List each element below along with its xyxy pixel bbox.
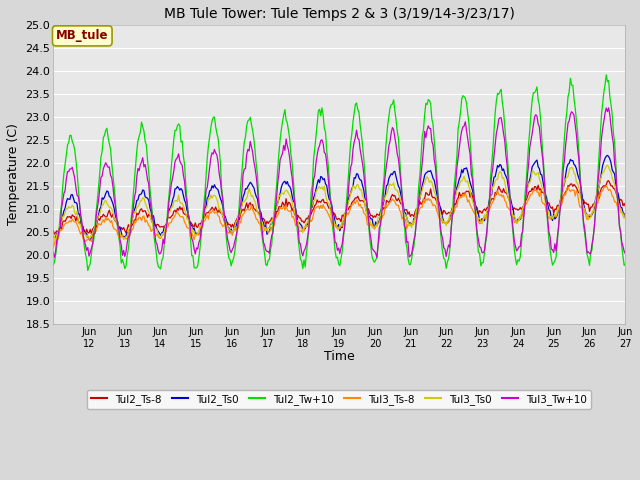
Tul2_Tw+10 bbox=[602, 72, 610, 78]
Tul3_Ts-8 bbox=[291, 217, 298, 223]
Tul2_Tw+10 bbox=[371, 259, 378, 265]
Tul2_Ts0 bbox=[398, 196, 406, 202]
Tul2_Ts-8 bbox=[605, 178, 612, 184]
Tul2_Tw+10 bbox=[621, 261, 629, 267]
Tul3_Ts-8 bbox=[397, 209, 404, 215]
Tul2_Ts-8 bbox=[471, 205, 479, 211]
Tul3_Tw+10 bbox=[621, 251, 629, 257]
Tul3_Tw+10 bbox=[398, 192, 406, 198]
Y-axis label: Temperature (C): Temperature (C) bbox=[7, 123, 20, 226]
Tul2_Tw+10 bbox=[228, 258, 236, 264]
Title: MB Tule Tower: Tule Temps 2 & 3 (3/19/14-3/23/17): MB Tule Tower: Tule Temps 2 & 3 (3/19/14… bbox=[164, 7, 515, 21]
Line: Tul3_Tw+10: Tul3_Tw+10 bbox=[53, 108, 625, 257]
Tul3_Tw+10 bbox=[227, 250, 235, 255]
Tul3_Ts0 bbox=[570, 170, 578, 176]
Tul3_Ts0 bbox=[621, 214, 629, 219]
Tul3_Ts-8 bbox=[227, 229, 235, 235]
Tul3_Ts-8 bbox=[369, 223, 377, 229]
Tul2_Ts-8 bbox=[621, 204, 629, 209]
Tul2_Ts0 bbox=[49, 234, 57, 240]
Tul3_Tw+10 bbox=[369, 247, 377, 253]
Tul3_Ts0 bbox=[471, 202, 479, 208]
Tul2_Ts0 bbox=[371, 226, 378, 231]
Line: Tul3_Ts0: Tul3_Ts0 bbox=[53, 165, 625, 242]
Tul2_Tw+10 bbox=[471, 202, 479, 208]
Tul3_Ts0 bbox=[292, 214, 300, 219]
Tul3_Ts0 bbox=[49, 234, 57, 240]
Tul2_Ts0 bbox=[471, 199, 479, 205]
Text: MB_tule: MB_tule bbox=[56, 29, 109, 42]
Tul2_Ts0 bbox=[292, 206, 300, 212]
Tul3_Ts0 bbox=[228, 229, 236, 235]
Line: Tul2_Tw+10: Tul2_Tw+10 bbox=[53, 75, 625, 271]
Tul3_Tw+10 bbox=[291, 198, 298, 204]
Tul2_Ts-8 bbox=[570, 181, 578, 187]
Tul2_Ts-8 bbox=[292, 213, 300, 219]
Tul2_Ts-8 bbox=[371, 213, 378, 219]
Tul3_Ts-8 bbox=[621, 213, 629, 218]
Tul3_Tw+10 bbox=[373, 254, 381, 260]
Tul3_Tw+10 bbox=[49, 249, 57, 255]
X-axis label: Time: Time bbox=[324, 350, 355, 363]
Tul2_Tw+10 bbox=[292, 210, 300, 216]
Tul3_Tw+10 bbox=[570, 112, 578, 118]
Tul3_Ts0 bbox=[371, 224, 378, 230]
Tul2_Ts0 bbox=[228, 229, 236, 235]
Tul3_Ts0 bbox=[52, 239, 60, 245]
Tul3_Ts0 bbox=[604, 162, 611, 168]
Tul2_Ts0 bbox=[621, 214, 629, 220]
Tul3_Ts-8 bbox=[569, 188, 577, 193]
Tul2_Ts-8 bbox=[81, 232, 89, 238]
Tul3_Tw+10 bbox=[605, 105, 612, 111]
Line: Tul3_Ts-8: Tul3_Ts-8 bbox=[53, 185, 625, 247]
Tul2_Tw+10 bbox=[49, 262, 57, 268]
Tul2_Ts-8 bbox=[398, 201, 406, 206]
Tul3_Ts-8 bbox=[470, 209, 477, 215]
Tul3_Ts-8 bbox=[602, 182, 610, 188]
Line: Tul2_Ts0: Tul2_Ts0 bbox=[53, 156, 625, 240]
Tul3_Ts-8 bbox=[49, 244, 57, 250]
Tul2_Ts-8 bbox=[228, 221, 236, 227]
Tul2_Tw+10 bbox=[570, 96, 578, 101]
Tul2_Tw+10 bbox=[84, 268, 92, 274]
Legend: Tul2_Ts-8, Tul2_Ts0, Tul2_Tw+10, Tul3_Ts-8, Tul3_Ts0, Tul3_Tw+10: Tul2_Ts-8, Tul2_Ts0, Tul2_Tw+10, Tul3_Ts… bbox=[87, 390, 591, 409]
Tul2_Ts0 bbox=[86, 238, 94, 243]
Tul3_Tw+10 bbox=[471, 201, 479, 207]
Tul2_Tw+10 bbox=[398, 190, 406, 195]
Line: Tul2_Ts-8: Tul2_Ts-8 bbox=[53, 181, 625, 235]
Tul3_Ts0 bbox=[398, 201, 406, 207]
Tul2_Ts0 bbox=[604, 153, 611, 158]
Tul2_Ts0 bbox=[570, 162, 578, 168]
Tul2_Ts-8 bbox=[49, 228, 57, 233]
